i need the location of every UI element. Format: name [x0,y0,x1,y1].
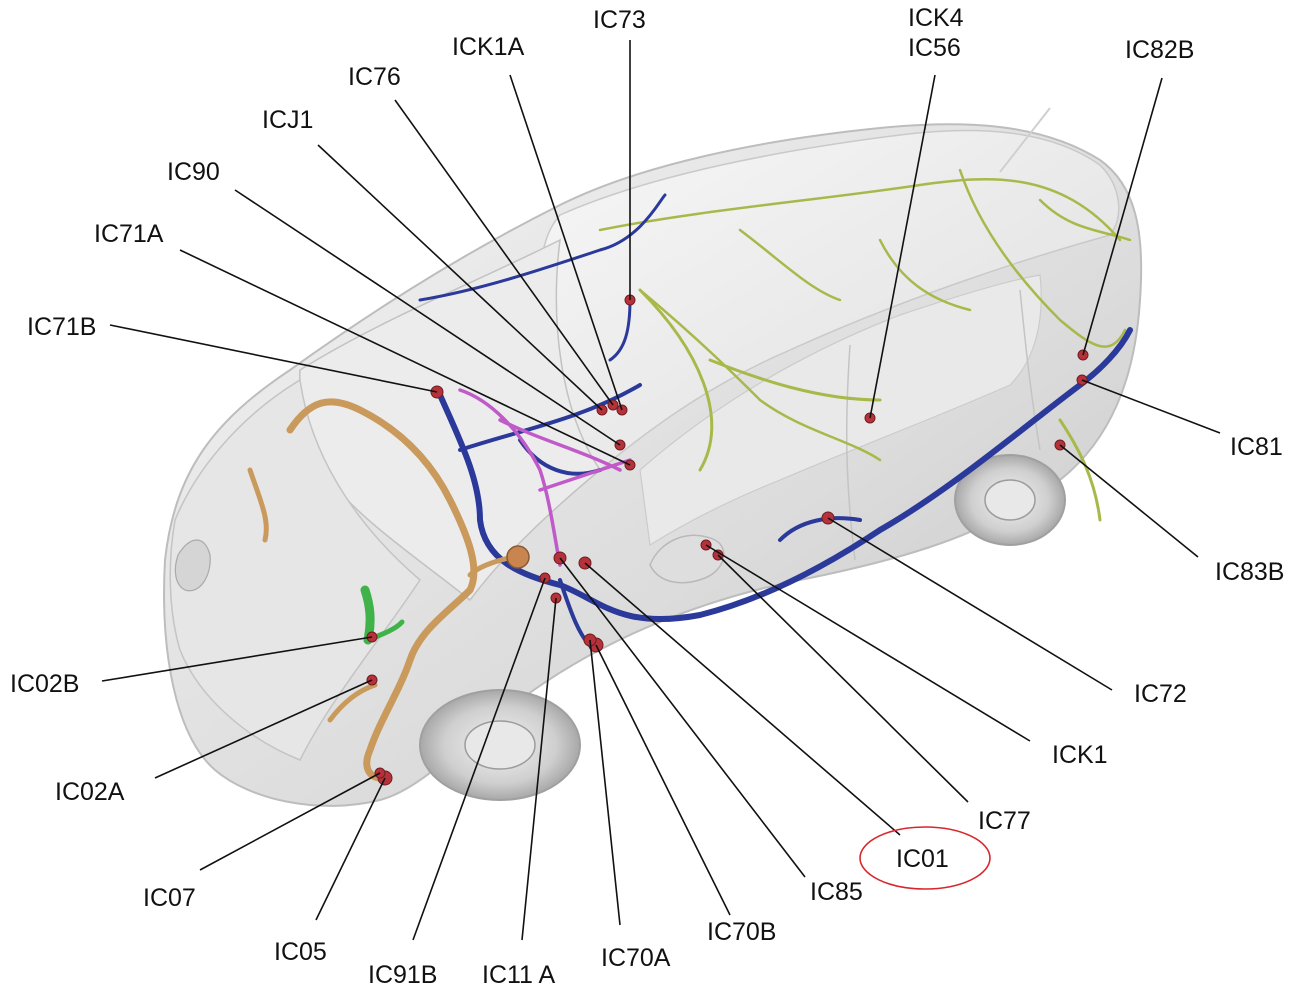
label-ic05: IC05 [274,938,327,966]
car-headlight [174,539,211,592]
leader-ic91b [412,577,546,941]
label-ic11a: IC11 A [482,961,556,989]
leader-ic81 [1081,379,1221,434]
label-ic76: IC76 [348,63,401,91]
leader-ic83b [1059,444,1199,558]
leader-ic85 [559,557,806,878]
leader-ic70a [589,639,621,926]
label-ic01: IC01 [896,845,949,873]
label-ic85: IC85 [810,878,863,906]
leader-ick1a [509,74,623,411]
leader-ic70b [595,644,731,916]
label-ick1: ICK1 [1052,741,1108,769]
car-hood [169,378,421,761]
car-rear-wheel-hub [984,479,1036,521]
leader-ic82b [1082,77,1163,356]
harness-door-pink [458,388,632,567]
leader-ic02b [101,636,373,682]
label-ic71a: IC71A [94,220,164,248]
label-ic02b: IC02B [10,670,79,698]
label-icj1: ICJ1 [262,106,313,134]
car-front-wheel-hub [464,720,536,770]
label-ic91b: IC91B [368,961,437,989]
label-ic71b: IC71B [27,313,96,341]
leader-ic11a [521,597,557,941]
car-antenna [999,107,1051,173]
ic01-highlight-ellipse [859,826,991,890]
harness-main-floor [418,193,1133,652]
label-ic90: IC90 [167,158,220,186]
label-ick4: ICK4 [908,4,964,32]
car-side-glass [639,274,1042,547]
harness-engine [247,398,530,782]
label-ic82b: IC82B [1125,36,1194,64]
leader-ic71a [179,249,631,466]
label-ick1a: ICK1A [452,33,525,61]
leader-ic01 [584,562,901,836]
car-body [163,107,1143,807]
leader-ic71b [109,324,438,393]
leader-ic02a [154,679,373,779]
label-ic81: IC81 [1230,433,1283,461]
label-ic56: IC56 [908,34,961,62]
leader-ic76 [394,99,614,406]
label-ic70a: IC70A [601,944,671,972]
label-ic73: IC73 [593,6,646,34]
leader-ic90 [234,189,621,446]
leader-ic07 [199,772,381,871]
label-ic77: IC77 [978,807,1031,835]
labels: IC73 ICK4 IC56 IC82B ICK1A IC76 ICJ1 IC9… [10,4,1284,989]
leader-ick1 [705,544,1031,742]
label-ic72: IC72 [1134,680,1187,708]
leader-icj1 [317,144,603,411]
leader-lines [101,40,1221,941]
label-ic02a: IC02A [55,778,125,806]
leader-ic05 [315,777,386,921]
leader-ic77 [717,554,969,803]
leader-ic72 [827,517,1113,691]
label-ic70b: IC70B [707,918,776,946]
leader-ic56 [869,74,936,419]
car-door-line-rear [1019,289,1041,451]
label-ic07: IC07 [143,884,196,912]
label-ic83b: IC83B [1215,558,1284,586]
